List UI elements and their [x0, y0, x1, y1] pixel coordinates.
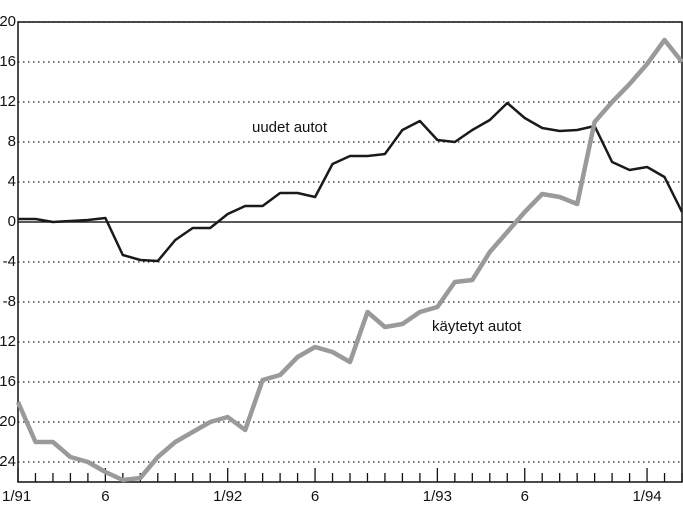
plot-frame: [17, 21, 683, 483]
y-tick-label: 16: [0, 53, 16, 70]
y-tick-label: -24: [0, 453, 16, 470]
y-tick-label: -12: [0, 333, 16, 350]
y-tick-label: 8: [8, 133, 16, 150]
y-tick-label: -20: [0, 413, 16, 430]
y-tick-label: 12: [0, 93, 16, 110]
series-line: [15, 37, 683, 483]
x-tick-label: 6: [521, 488, 529, 505]
series-label: käytetyt autot: [432, 318, 522, 335]
y-tick-label: 20: [0, 13, 16, 30]
x-tick-label: 1/91: [2, 488, 31, 505]
y-tick-label: -8: [3, 293, 16, 310]
series-line: [18, 101, 683, 263]
x-tick-label: 1/94: [632, 488, 661, 505]
x-tick-label: 1/92: [213, 488, 242, 505]
x-tick-label: 6: [101, 488, 109, 505]
y-tick-label: -16: [0, 373, 16, 390]
x-tick-label: 1/93: [423, 488, 452, 505]
x-tick-label: 6: [311, 488, 319, 505]
y-tick-label: -4: [3, 253, 16, 270]
series-label: uudet autot: [252, 119, 328, 136]
y-tick-label: 0: [8, 213, 16, 230]
y-tick-label: 4: [8, 173, 16, 190]
